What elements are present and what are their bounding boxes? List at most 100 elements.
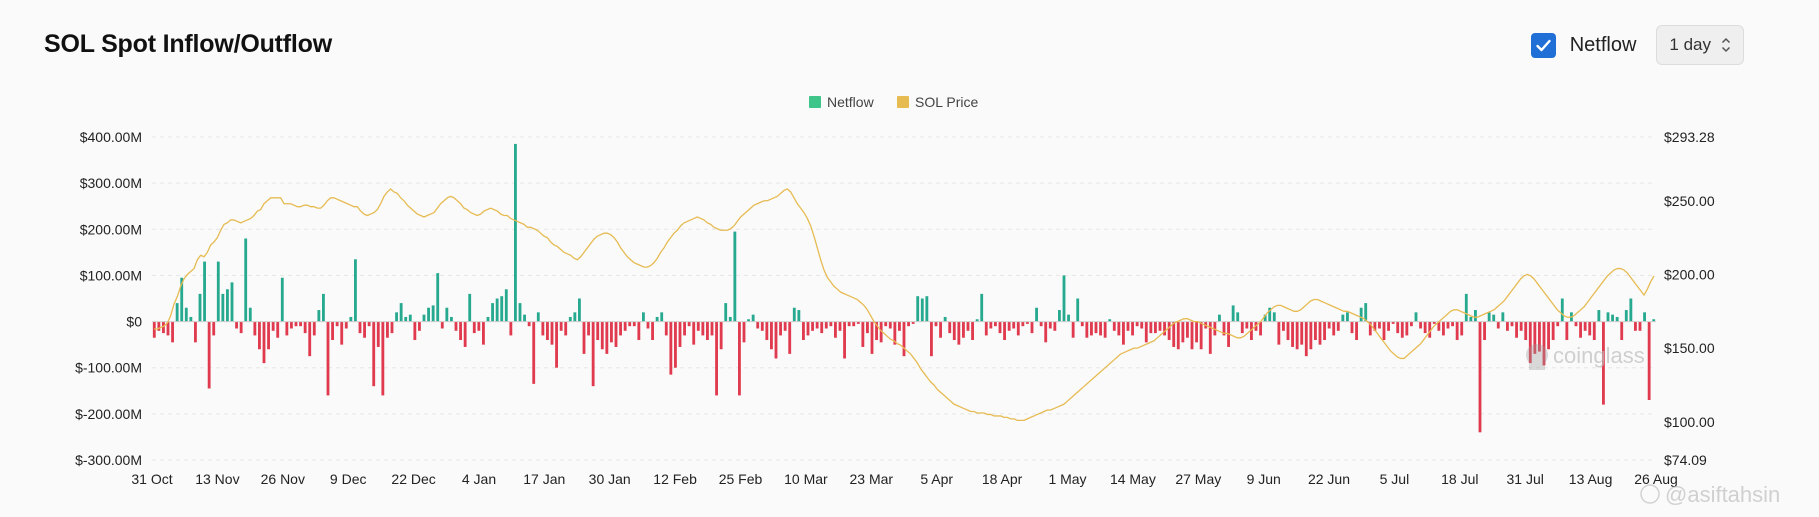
netflow-bar — [907, 321, 910, 327]
netflow-bar — [166, 321, 170, 336]
netflow-bar — [1432, 321, 1436, 324]
netflow-bar — [1602, 321, 1605, 405]
netflow-bar — [980, 293, 984, 322]
netflow-bar — [1272, 312, 1276, 322]
netflow-bar — [1487, 312, 1491, 322]
netflow-bar — [157, 321, 161, 331]
netflow-bar — [1588, 321, 1592, 336]
netflow-bar — [911, 321, 915, 324]
left-axis-tick-label: $-100.00M — [75, 360, 142, 376]
netflow-bar — [998, 321, 1002, 334]
netflow-bar — [971, 321, 974, 341]
netflow-bar — [1359, 307, 1363, 322]
netflow-bar — [1158, 321, 1162, 331]
netflow-bar — [1199, 321, 1203, 350]
netflow-bar — [1382, 321, 1386, 341]
netflow-bar — [1515, 321, 1518, 338]
netflow-bar — [1579, 321, 1582, 338]
netflow-bar — [1506, 321, 1509, 331]
netflow-bar — [1391, 321, 1395, 324]
netflow-bar — [1565, 321, 1569, 341]
netflow-bar — [637, 321, 641, 341]
netflow-bar — [1240, 321, 1244, 334]
netflow-bar — [349, 316, 353, 322]
netflow-bar — [1231, 305, 1235, 322]
netflow-bar — [824, 321, 828, 329]
netflow-bar — [1039, 321, 1043, 327]
right-axis-tick-label: $200.00 — [1664, 266, 1715, 282]
netflow-bar — [820, 321, 824, 334]
netflow-bar — [1355, 321, 1358, 341]
netflow-bar — [1469, 316, 1473, 322]
x-axis-tick-label: 4 Jan — [462, 471, 496, 487]
netflow-bar — [957, 321, 961, 345]
netflow-bar — [664, 321, 668, 336]
netflow-bar — [509, 321, 513, 336]
netflow-bar — [235, 321, 238, 329]
netflow-bar — [399, 303, 403, 322]
netflow-bar — [1387, 321, 1390, 331]
netflow-bar — [408, 314, 412, 322]
netflow-bar — [1286, 321, 1290, 341]
netflow-bar — [203, 261, 206, 322]
netflow-bar — [262, 321, 266, 364]
netflow-bar — [1236, 312, 1240, 322]
left-axis-tick-label: $-200.00M — [75, 406, 142, 422]
netflow-bar — [1222, 321, 1226, 336]
netflow-bars — [152, 143, 1656, 433]
netflow-bar — [610, 321, 613, 343]
x-axis-tick-label: 1 May — [1048, 471, 1086, 487]
netflow-bar — [770, 321, 773, 350]
netflow-checkbox-label[interactable]: Netflow — [1569, 33, 1637, 56]
netflow-bar — [1277, 321, 1281, 345]
netflow-bar — [1268, 307, 1272, 322]
netflow-bar — [861, 321, 865, 347]
left-axis-tick-label: $300.00M — [80, 175, 142, 191]
netflow-bar — [299, 321, 302, 327]
netflow-checkbox[interactable] — [1530, 32, 1556, 58]
netflow-bar — [491, 303, 494, 322]
netflow-bar — [226, 289, 229, 322]
x-axis-tick-label: 9 Jun — [1247, 471, 1281, 487]
netflow-bar — [1094, 321, 1098, 334]
netflow-bar — [582, 321, 586, 354]
netflow-bar — [1108, 319, 1112, 322]
netflow-bar — [1282, 321, 1285, 331]
netflow-bar — [605, 321, 609, 354]
netflow-bar — [1538, 321, 1541, 352]
netflow-bar — [527, 321, 531, 327]
netflow-bar — [756, 321, 760, 329]
netflow-bar — [1327, 321, 1331, 329]
x-axis-tick-label: 18 Apr — [982, 471, 1023, 487]
netflow-bar — [1364, 303, 1368, 322]
x-axis-tick-label: 17 Jan — [523, 471, 565, 487]
left-axis-ticks: $400.00M $300.00M $200.00M $100.00M $0 $-100.… — [75, 129, 142, 468]
netflow-bar — [1218, 314, 1221, 322]
netflow-bar — [797, 310, 801, 322]
netflow-bar — [1597, 310, 1601, 322]
netflow-bar — [875, 321, 878, 341]
netflow-bar — [532, 321, 536, 384]
netflow-bar — [207, 321, 211, 389]
legend-swatch-price — [897, 96, 909, 108]
netflow-bar — [450, 316, 453, 322]
netflow-bar — [706, 321, 709, 341]
x-axis-tick-label: 23 Mar — [850, 471, 894, 487]
netflow-bar — [1341, 314, 1345, 322]
netflow-bar — [962, 321, 965, 338]
interval-select[interactable]: 1 day — [1656, 25, 1744, 65]
netflow-bar — [221, 293, 225, 322]
chart-controls: Netflow 1 day — [1530, 25, 1744, 65]
netflow-bar — [216, 261, 220, 322]
netflow-bar — [843, 321, 846, 359]
netflow-bar — [646, 321, 650, 329]
x-axis-tick-label: 22 Dec — [391, 471, 435, 487]
netflow-bar — [1172, 321, 1176, 347]
netflow-bar — [404, 316, 408, 322]
netflow-bar — [788, 321, 792, 354]
netflow-bar — [733, 231, 737, 322]
netflow-bar — [372, 321, 376, 387]
netflow-bar — [418, 321, 421, 331]
netflow-bar — [1071, 321, 1075, 338]
user-avatar-icon — [1640, 484, 1660, 504]
